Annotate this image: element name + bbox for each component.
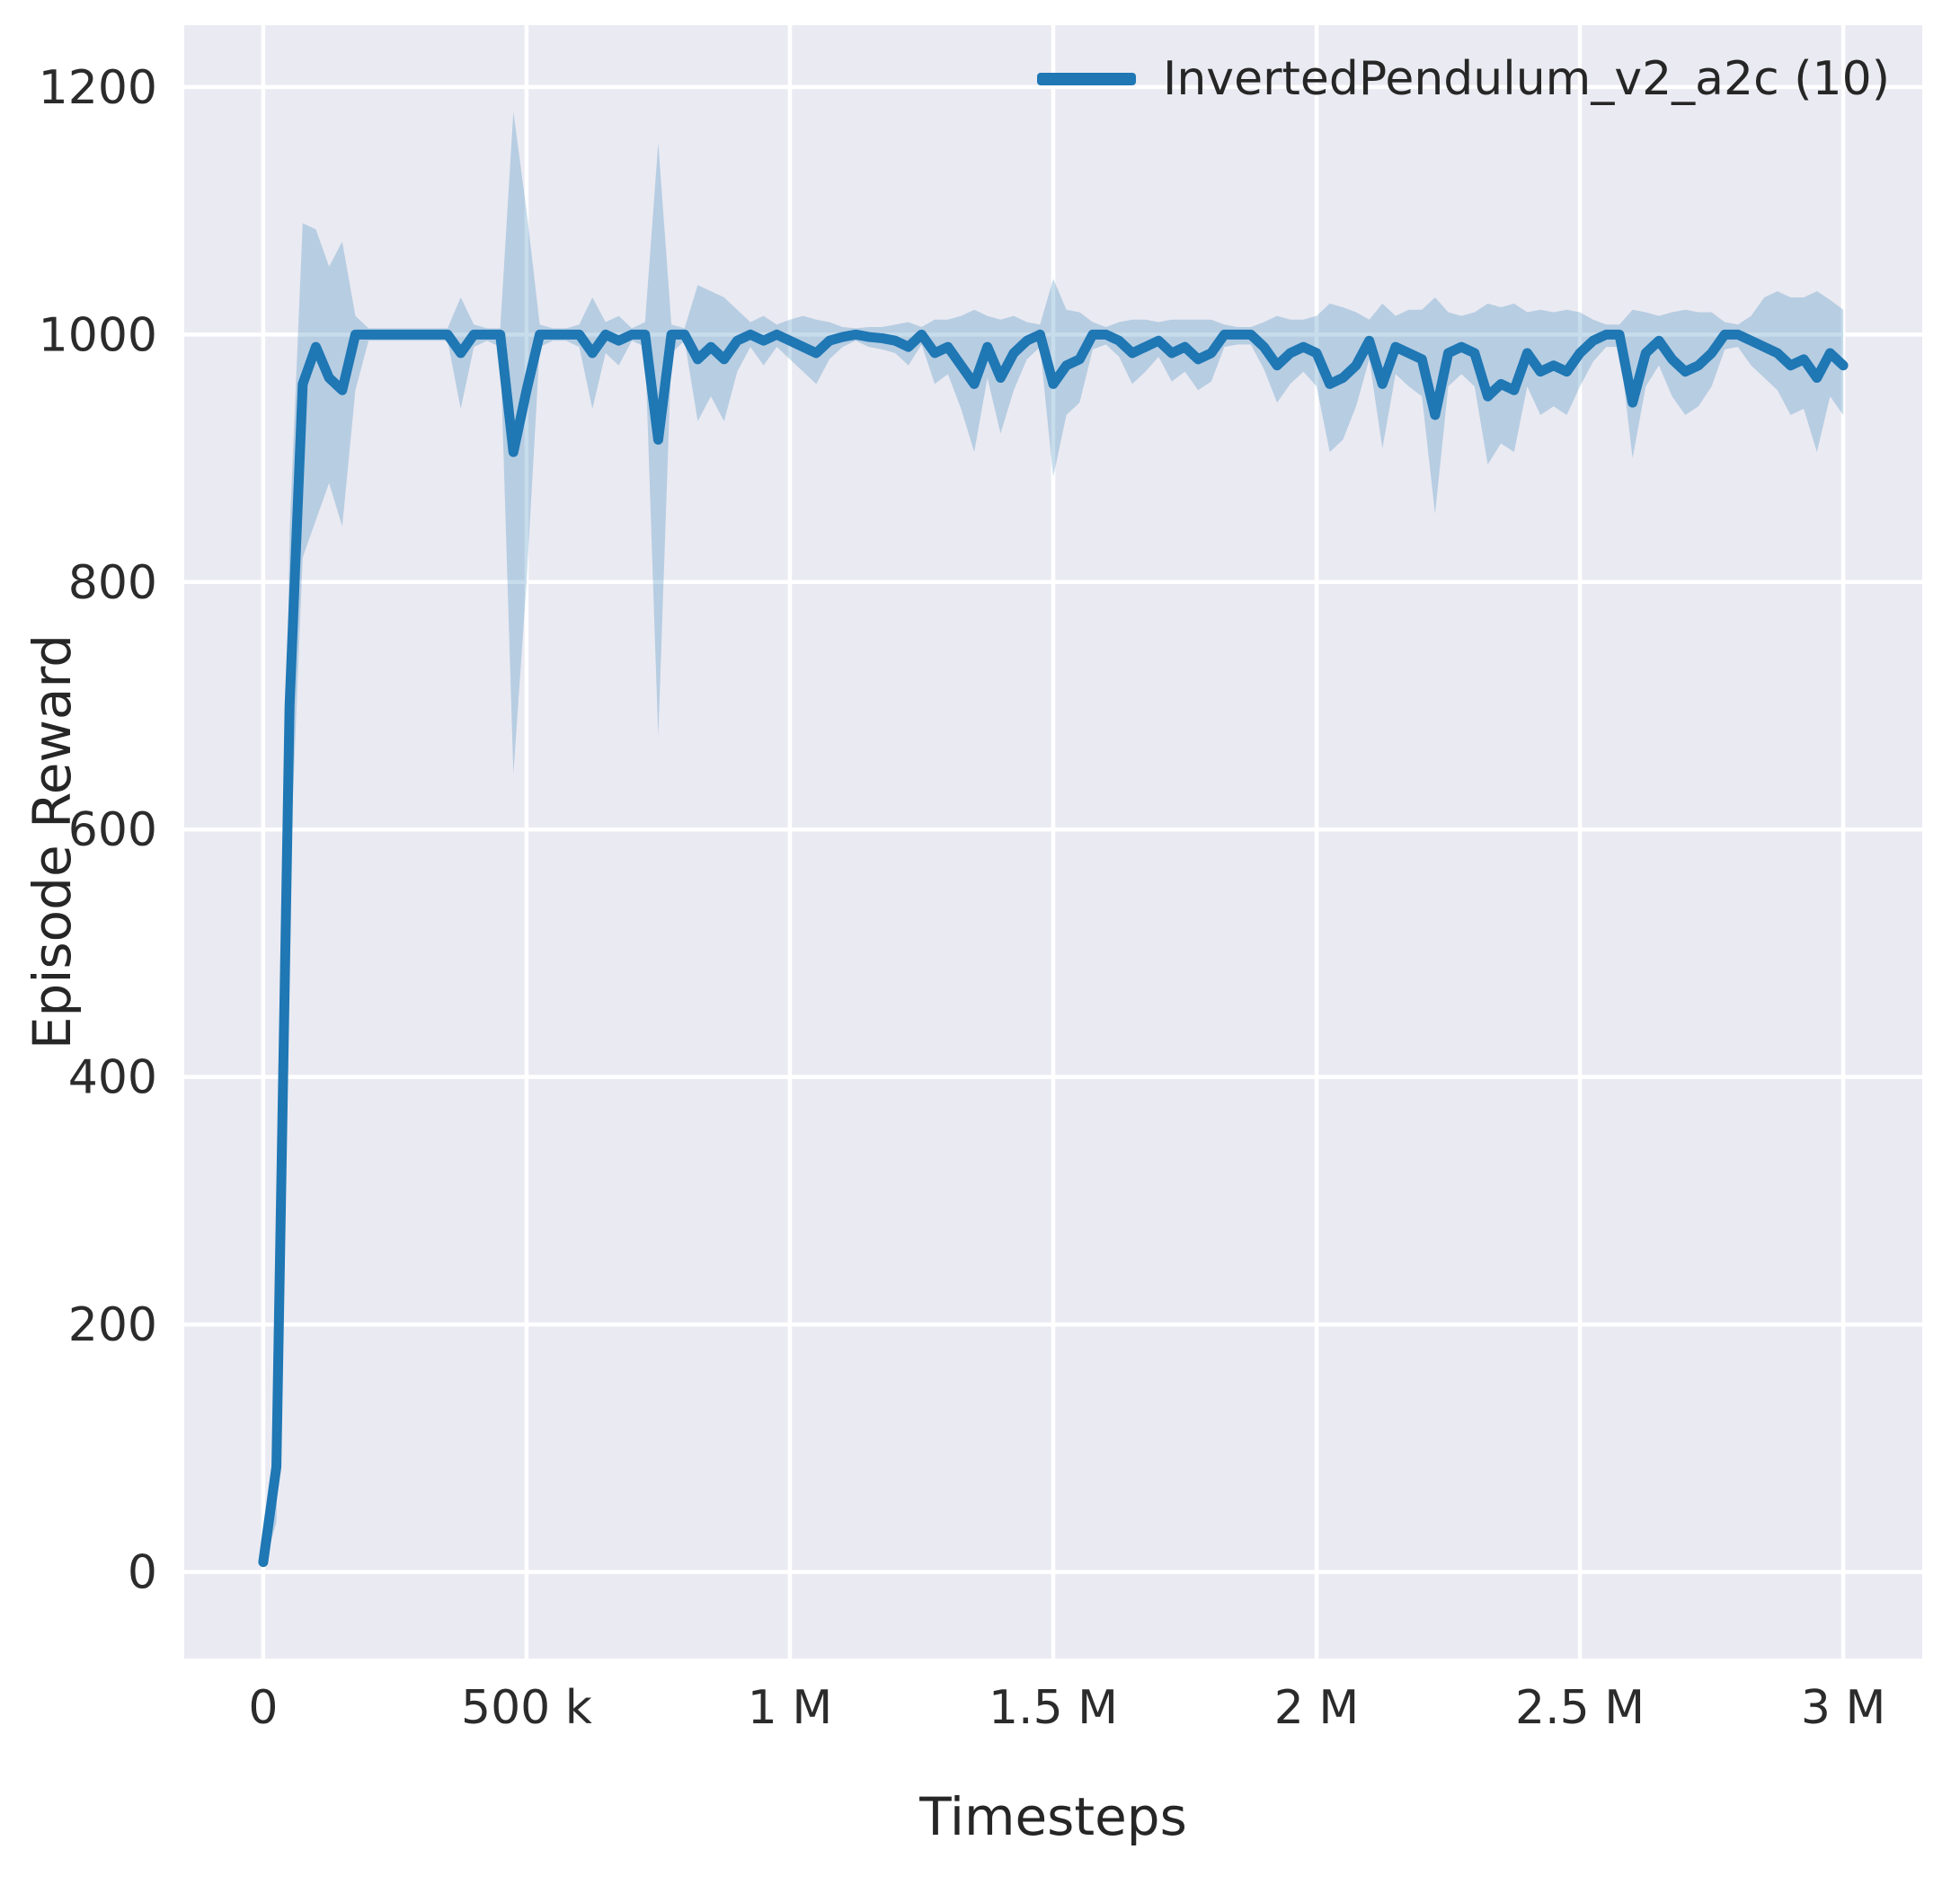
y-tick-label: 400 — [68, 1051, 157, 1105]
x-tick-label: 500 k — [461, 1681, 592, 1735]
x-tick-label: 1 M — [748, 1681, 832, 1735]
x-axis-label: Timesteps — [919, 1786, 1187, 1847]
y-axis-label: Episode Reward — [22, 633, 83, 1050]
x-tick-label: 2.5 M — [1515, 1681, 1645, 1735]
y-tick-label: 200 — [68, 1298, 157, 1352]
mean-reward-line — [258, 329, 1849, 1568]
x-tick-label: 3 M — [1801, 1681, 1885, 1735]
x-tick-label: 1.5 M — [989, 1681, 1118, 1735]
legend-series-label: InvertedPendulum_v2_a2c (10) — [1163, 52, 1890, 106]
y-tick-label: 800 — [68, 556, 157, 610]
y-tick-label: 1000 — [39, 308, 157, 362]
legend: InvertedPendulum_v2_a2c (10) — [1037, 52, 1890, 106]
x-tick-label: 0 — [248, 1681, 278, 1735]
legend-line-swatch — [1037, 73, 1137, 85]
y-tick-label: 1200 — [39, 61, 157, 115]
y-tick-label: 0 — [128, 1546, 157, 1600]
confidence-band — [262, 111, 1844, 1569]
x-tick-label: 2 M — [1274, 1681, 1359, 1735]
y-tick-label: 600 — [68, 803, 157, 857]
